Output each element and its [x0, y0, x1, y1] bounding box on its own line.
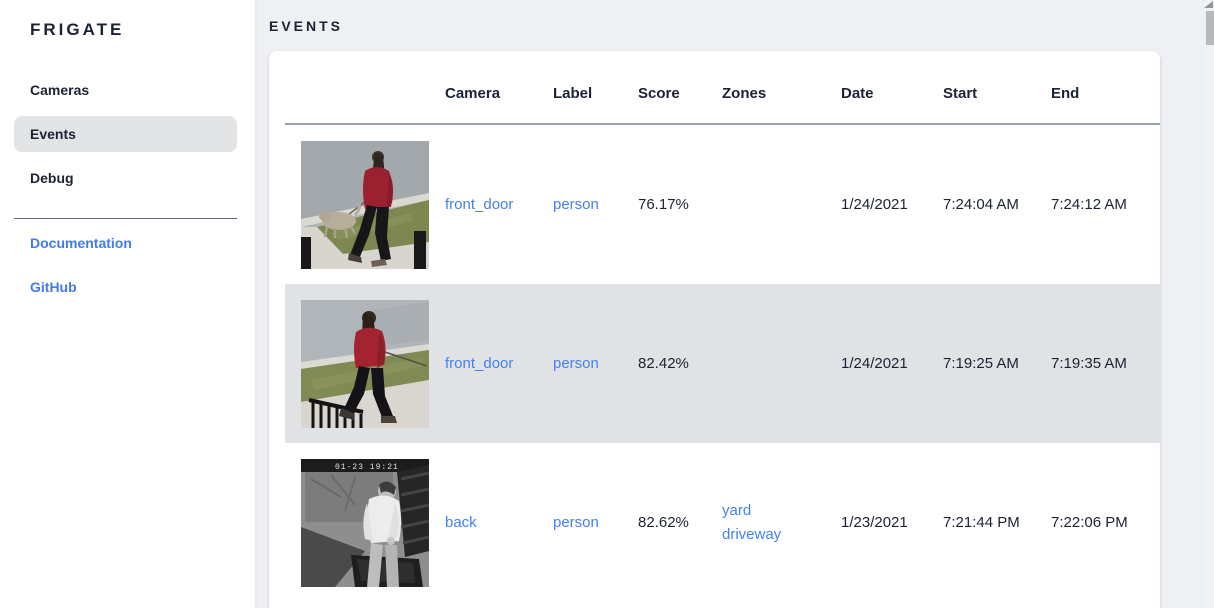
sidebar-item-label: Debug — [30, 170, 74, 186]
sidebar-divider — [14, 218, 237, 219]
score-value: 82.62% — [638, 514, 689, 531]
event-thumbnail[interactable] — [285, 299, 445, 428]
vertical-scrollbar[interactable] — [1204, 0, 1214, 608]
camera-link[interactable]: back — [445, 514, 477, 531]
end-time-value: 7:19:35 AM — [1051, 355, 1127, 372]
scrollbar-thumb[interactable] — [1206, 11, 1214, 45]
scroll-corner-icon — [1204, 1, 1213, 8]
zones-cell: yard driveway — [722, 499, 841, 547]
sidebar-item-label: Cameras — [30, 82, 90, 98]
label-link[interactable]: person — [553, 514, 599, 531]
sidebar-item-debug[interactable]: Debug — [14, 156, 237, 200]
start-time-value: 7:24:04 AM — [943, 196, 1019, 213]
event-row[interactable]: front_door person 82.42% 1/24/2021 7:19:… — [285, 284, 1160, 443]
sidebar-item-cameras[interactable]: Cameras — [14, 68, 237, 112]
column-header-score: Score — [638, 84, 680, 102]
column-header-zones: Zones — [722, 84, 767, 102]
score-value: 82.42% — [638, 355, 689, 372]
start-time-value: 7:21:44 PM — [943, 514, 1020, 531]
event-thumbnail[interactable]: 01-23 19:21 — [285, 458, 445, 587]
sidebar-link-documentation[interactable]: Documentation — [14, 221, 237, 265]
start-time-value: 7:19:25 AM — [943, 355, 1019, 372]
end-time-value: 7:24:12 AM — [1051, 196, 1127, 213]
table-header-row: Camera Label Score Zones Date Start End — [285, 63, 1160, 125]
sidebar-link-label: GitHub — [30, 279, 77, 295]
event-row[interactable]: 01-23 19:21 — [285, 443, 1160, 602]
main-content: EVENTS Camera Label Score Zones Date Sta… — [255, 0, 1214, 608]
zone-link[interactable]: driveway — [722, 525, 782, 543]
zone-link[interactable]: yard — [722, 501, 752, 519]
column-header-label: Label — [553, 84, 593, 102]
label-link[interactable]: person — [553, 355, 599, 372]
camera-link[interactable]: front_door — [445, 355, 514, 372]
page-title: EVENTS — [269, 18, 344, 34]
sidebar: FRIGATE Cameras Events Debug Documentati… — [0, 0, 255, 608]
column-header-camera: Camera — [445, 84, 501, 102]
svg-text:01-23 19:21: 01-23 19:21 — [335, 463, 399, 472]
column-header-end: End — [1051, 84, 1080, 102]
app-logo: FRIGATE — [30, 20, 125, 39]
column-header-date: Date — [841, 84, 874, 102]
events-card: Camera Label Score Zones Date Start End — [269, 51, 1160, 608]
date-value: 1/24/2021 — [841, 196, 908, 213]
sidebar-nav: Cameras Events Debug Documentation GitHu… — [0, 68, 255, 309]
sidebar-item-events[interactable]: Events — [14, 116, 237, 152]
end-time-value: 7:22:06 PM — [1051, 514, 1128, 531]
date-value: 1/23/2021 — [841, 514, 908, 531]
sidebar-item-label: Events — [30, 126, 76, 142]
date-value: 1/24/2021 — [841, 355, 908, 372]
label-link[interactable]: person — [553, 196, 599, 213]
snapshot-image-back: 01-23 19:21 — [301, 458, 429, 587]
snapshot-image-front-door — [301, 299, 429, 428]
sidebar-link-label: Documentation — [30, 235, 132, 251]
sidebar-link-github[interactable]: GitHub — [14, 265, 237, 309]
camera-link[interactable]: front_door — [445, 196, 514, 213]
snapshot-image-front-door — [301, 140, 429, 269]
event-row[interactable]: front_door person 76.17% 1/24/2021 7:24:… — [285, 125, 1160, 284]
event-thumbnail[interactable] — [285, 140, 445, 269]
events-table: Camera Label Score Zones Date Start End — [285, 63, 1160, 602]
column-header-start: Start — [943, 84, 978, 102]
score-value: 76.17% — [638, 196, 689, 213]
